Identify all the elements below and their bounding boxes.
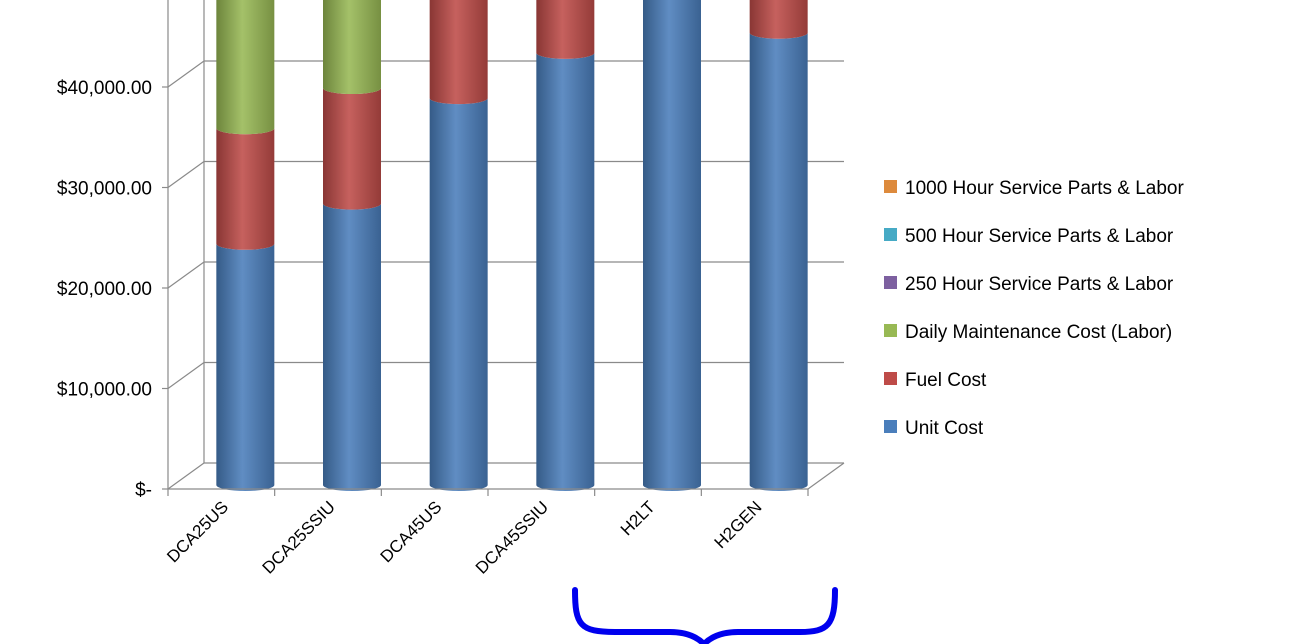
brace-annotation xyxy=(572,587,838,644)
y-tick-label: $- xyxy=(135,480,152,501)
bar-group xyxy=(429,0,488,491)
legend-swatch xyxy=(884,228,897,241)
bar-segment xyxy=(749,0,808,39)
y-tick-label: $20,000.00 xyxy=(57,279,152,300)
y-tick-label: $10,000.00 xyxy=(57,380,152,401)
legend-label: Unit Cost xyxy=(905,418,984,439)
bar-segment xyxy=(643,0,701,491)
bar-segment xyxy=(429,0,488,105)
x-tick-label: H2LT xyxy=(617,497,659,539)
bar-group xyxy=(216,0,275,491)
legend-swatch xyxy=(884,420,897,433)
y-tick-label: $40,000.00 xyxy=(57,78,152,99)
legend-item: Unit Cost xyxy=(884,418,984,439)
legend: 1000 Hour Service Parts & Labor 500 Hour … xyxy=(884,178,1184,439)
bar-segment xyxy=(429,98,488,491)
bar-group xyxy=(323,0,381,491)
bar-group xyxy=(536,0,595,491)
annotation-group xyxy=(572,587,838,644)
bar-segment xyxy=(216,128,275,250)
bar-segment xyxy=(323,203,381,491)
legend-item: 250 Hour Service Parts & Labor xyxy=(884,274,1174,295)
legend-label: Fuel Cost xyxy=(905,370,987,391)
legend-item: Daily Maintenance Cost (Labor) xyxy=(884,322,1172,343)
floor-side-edge xyxy=(807,462,845,490)
bar-segment xyxy=(323,0,381,95)
legend-label: 1000 Hour Service Parts & Labor xyxy=(905,178,1184,199)
legend-swatch xyxy=(884,324,897,337)
y-tick-label: $30,000.00 xyxy=(57,179,152,200)
bar-segment xyxy=(216,0,275,135)
gridline-side xyxy=(167,362,205,389)
bar-group xyxy=(749,0,808,491)
bar-segment xyxy=(216,243,275,491)
x-tick-label: DCA25SSIU xyxy=(259,497,339,577)
bar-segment xyxy=(536,52,595,491)
x-tick-label: DCA25US xyxy=(163,497,232,566)
plot-area xyxy=(216,0,808,491)
legend-swatch xyxy=(884,180,897,193)
gridline-side xyxy=(167,261,205,289)
bar-segment xyxy=(749,32,808,491)
gridline-side xyxy=(167,161,205,188)
y-axis: $- $10,000.00 $20,000.00 $30,000.00 $40,000.… xyxy=(57,0,169,501)
legend-item: 1000 Hour Service Parts & Labor xyxy=(884,178,1184,199)
legend-label: Daily Maintenance Cost (Labor) xyxy=(905,322,1172,343)
legend-item: 500 Hour Service Parts & Labor xyxy=(884,226,1174,247)
x-tick-label: DCA45US xyxy=(377,497,446,566)
legend-swatch xyxy=(884,276,897,289)
legend-item: Fuel Cost xyxy=(884,370,987,391)
legend-swatch xyxy=(884,372,897,385)
bar-segment xyxy=(323,88,381,210)
gridline-side xyxy=(167,60,205,88)
legend-label: 250 Hour Service Parts & Labor xyxy=(905,274,1174,295)
x-tick-label: DCA45SSIU xyxy=(472,497,552,577)
x-tick-label: H2GEN xyxy=(711,497,766,552)
bar-group xyxy=(643,0,701,491)
chart-back-wall xyxy=(167,0,844,490)
legend-label: 500 Hour Service Parts & Labor xyxy=(905,226,1174,247)
bar-segment xyxy=(536,0,595,59)
gridline-side xyxy=(167,462,205,490)
